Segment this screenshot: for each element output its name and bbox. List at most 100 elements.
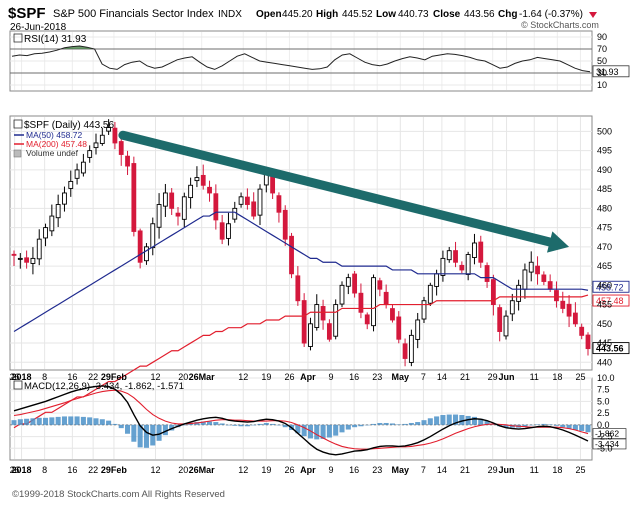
candle-body: [244, 196, 250, 205]
macd-histogram-bar: [440, 415, 446, 425]
rsi-y-tick: 10: [597, 80, 607, 90]
candle-body: [181, 196, 187, 220]
volume-legend-label: Volume undef: [26, 148, 79, 158]
macd-histogram-bar: [364, 424, 370, 426]
high-value: 445.52: [342, 9, 373, 20]
candle-body: [200, 174, 206, 186]
rsi-title: RSI(14) 31.93: [24, 34, 87, 45]
macd-histogram-bar: [61, 416, 67, 425]
price-legend: $SPF (Daily) 443.56 MA(50) 458.72 MA(200…: [13, 119, 114, 158]
macd-histogram-bar: [396, 424, 402, 425]
candle-body: [17, 257, 23, 260]
macd-histogram-bar: [112, 423, 118, 425]
macd-histogram-bar: [263, 422, 269, 425]
candle-body: [446, 250, 452, 261]
candle-body: [358, 292, 364, 313]
macd-histogram-bar: [415, 422, 421, 425]
price-y-tick: 495: [597, 146, 612, 156]
price-y-tick: 440: [597, 357, 612, 367]
macd-y-tick: 7.5: [597, 385, 610, 395]
macd-histogram-bar: [87, 417, 93, 425]
price-x-tick: 26: [284, 372, 294, 382]
candle-body: [427, 284, 433, 304]
macd-histogram-bar: [106, 420, 112, 425]
price-y-tick: 445: [597, 338, 612, 348]
candle-body: [547, 281, 553, 290]
macd-histogram-bar: [219, 423, 225, 425]
candle-body: [339, 284, 345, 305]
macd-x-tick: 19: [261, 465, 271, 475]
candle-body: [150, 223, 156, 249]
ma50-legend-label: MA(50) 458.72: [26, 130, 82, 140]
candle-body: [80, 161, 86, 174]
candle-body: [207, 186, 212, 194]
price-x-tick: 25: [575, 372, 585, 382]
candle-body: [352, 273, 358, 294]
macd-x-tick: 26: [284, 465, 294, 475]
macd-y-tick: 10.0: [597, 373, 615, 383]
macd-x-tick: 12: [238, 465, 248, 475]
candle-body: [49, 215, 55, 232]
candle-body: [402, 343, 408, 359]
macd-x-tick: 20: [178, 465, 188, 475]
price-x-tick: 16: [349, 372, 359, 382]
macd-histogram-bar: [547, 424, 553, 425]
candle-body: [308, 323, 313, 347]
candle-body: [459, 264, 465, 271]
index-name: S&P 500 Financials Sector Index: [53, 8, 214, 20]
macd-histogram-bar: [345, 424, 351, 430]
candle-body: [36, 238, 42, 260]
macd-x-tick: 12: [150, 465, 160, 475]
macd-histogram-bar: [320, 424, 326, 439]
candle-body: [257, 188, 263, 216]
macd-histogram-bar: [43, 417, 49, 425]
macd-histogram-bar: [200, 421, 206, 425]
macd-histogram-bar: [238, 424, 244, 427]
candle-body: [345, 277, 351, 287]
macd-histogram-bar: [282, 424, 288, 428]
candle-body: [516, 284, 522, 302]
candle-body: [62, 192, 67, 205]
macd-histogram-bar: [225, 424, 231, 426]
macd-histogram-bar: [74, 416, 80, 425]
macd-histogram-bar: [478, 418, 484, 425]
macd-y-tick: -2.5: [597, 432, 613, 442]
price-y-tick: 485: [597, 184, 612, 194]
price-tag-box: [592, 280, 630, 293]
price-tag-box: [592, 294, 630, 307]
price-x-tick: 8: [42, 372, 47, 382]
trend-arrow-head: [547, 231, 570, 253]
macd-histogram-bar: [434, 416, 440, 425]
macd-y-tick: 2.5: [597, 408, 610, 418]
macd-legend: MACD(12,26,9) -3.434, -1.862, -1.571: [13, 380, 184, 392]
macd-histogram-bar: [579, 424, 585, 431]
macd-signal-line: [13, 389, 589, 450]
macd-x-tick: Apr: [300, 465, 316, 475]
price-x-tick: 20: [178, 372, 188, 382]
candle-body: [251, 201, 257, 217]
ma50-line: [13, 211, 589, 333]
macd-histogram-bar: [484, 421, 490, 425]
macd-histogram-bar: [377, 422, 383, 425]
price-y-tick: 475: [597, 223, 612, 233]
high-label: High: [316, 9, 338, 20]
macd-histogram-bar: [276, 424, 282, 426]
macd-layer: -1.862-3.434: [10, 385, 627, 456]
price-layer: 458.72 457.48 443.56: [11, 119, 630, 429]
candle-body: [93, 142, 99, 149]
macd-histogram-bar: [522, 424, 528, 427]
price-y-tick: 500: [597, 126, 612, 136]
macd-x-tick: 2018: [12, 465, 32, 475]
macd-histogram-bar: [181, 424, 187, 426]
candle-body: [314, 304, 320, 328]
macd-histogram-bar: [541, 423, 547, 425]
macd-histogram-bar: [257, 423, 263, 425]
macd-histogram-bar: [446, 414, 452, 425]
candle-body: [465, 254, 471, 275]
macd-line: [13, 385, 589, 456]
candle-body: [106, 127, 112, 132]
price-y-tick: 490: [597, 165, 612, 175]
macd-histogram-bar: [55, 416, 61, 425]
candle-body: [509, 300, 515, 315]
rsi-line: [11, 45, 591, 73]
